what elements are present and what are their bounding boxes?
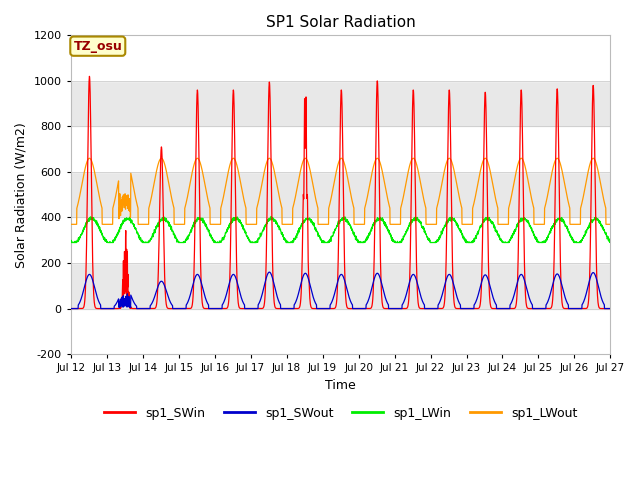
- Title: SP1 Solar Radiation: SP1 Solar Radiation: [266, 15, 415, 30]
- Bar: [70, 36, 611, 81]
- Legend: sp1_SWin, sp1_SWout, sp1_LWin, sp1_LWout: sp1_SWin, sp1_SWout, sp1_LWin, sp1_LWout: [99, 402, 582, 425]
- Bar: [70, 263, 611, 309]
- Bar: [70, 172, 611, 217]
- Y-axis label: Solar Radiation (W/m2): Solar Radiation (W/m2): [15, 122, 28, 267]
- Text: TZ_osu: TZ_osu: [74, 40, 122, 53]
- Bar: [70, 126, 611, 172]
- Bar: [70, 81, 611, 126]
- X-axis label: Time: Time: [325, 379, 356, 392]
- Bar: [70, 217, 611, 263]
- Bar: [70, 309, 611, 354]
